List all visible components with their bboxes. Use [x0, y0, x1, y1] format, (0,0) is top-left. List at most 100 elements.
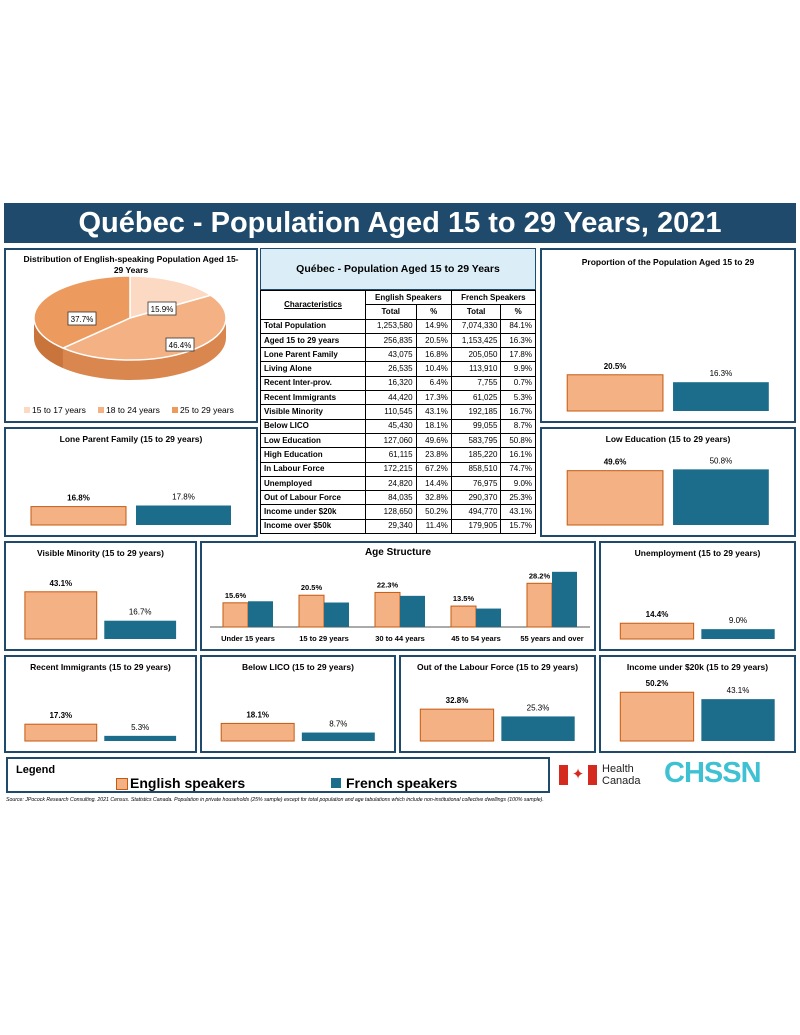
row-label: In Labour Force [260, 461, 366, 477]
visible-minority-title: Visible Minority (15 to 29 years) [37, 548, 164, 558]
bar-french [104, 620, 177, 639]
age-structure-chart: 15.6% Under 15 years 20.5% 15 to 29 years 22… [210, 571, 590, 643]
recent-immigrants-title: Recent Immigrants (15 to 29 years) [30, 662, 171, 672]
cell-fr-total: 205,050 [450, 347, 502, 363]
cell-en-pct: 14.9% [415, 318, 452, 334]
bar-french [673, 382, 769, 411]
bar-english [30, 506, 127, 526]
table-title: Québec - Population Aged 15 to 29 Years [260, 248, 536, 290]
bar-english [220, 722, 295, 742]
x-tick-label: 45 to 54 years [451, 634, 501, 643]
pie-legend-swatch [24, 407, 30, 413]
cell-fr-pct: 16.7% [500, 404, 536, 420]
bar-english [298, 594, 325, 628]
legend-title: Legend [16, 764, 56, 776]
cell-fr-pct: 25.3% [500, 490, 536, 506]
bar-french [476, 608, 501, 627]
cell-en-total: 61,115 [365, 447, 417, 463]
table-row: Recent Immigrants 44,420 17.3% 61,025 5.3% [260, 390, 536, 406]
cell-en-total: 29,340 [365, 518, 417, 535]
pie-label-box [147, 301, 177, 316]
out-of-labour-chart: 32.8% 25.3% [419, 696, 575, 742]
low-education-title: Low Education (15 to 29 years) [605, 434, 731, 444]
data-label-french: 5.3% [131, 723, 149, 732]
cell-en-total: 43,075 [365, 347, 417, 363]
cell-fr-total: 7,755 [450, 375, 502, 392]
cell-en-pct: 49.6% [415, 432, 452, 449]
below-lico-title: Below LICO (15 to 29 years) [242, 662, 354, 672]
pie-data-label: 46.4% [169, 341, 192, 350]
cell-fr-pct: 43.1% [500, 504, 536, 520]
bar-english [619, 622, 695, 640]
lone-parent-chart: 16.8% 17.8% [30, 493, 231, 526]
pie-title: Distribution of English-speaking Populat… [23, 254, 239, 275]
health-canada-line1: Health [602, 763, 634, 775]
row-label: Recent Inter-prov. [260, 375, 366, 392]
legend: Legend English speakers French speakers [6, 757, 550, 793]
data-table-panel: Québec - Population Aged 15 to 29 Years … [260, 248, 538, 538]
cell-fr-pct: 74.7% [500, 461, 536, 477]
table-row: Visible Minority 110,545 43.1% 192,185 16.7% [260, 404, 536, 420]
cell-fr-total: 179,905 [450, 518, 502, 535]
low-education-panel: Low Education (15 to 29 years) 49.6% 50.8… [540, 427, 796, 537]
unemployment-chart: 14.4% 9.0% [619, 610, 775, 640]
cell-en-pct: 6.4% [415, 375, 452, 392]
data-label-english: 18.1% [246, 710, 269, 719]
x-tick-label: Under 15 years [221, 634, 275, 643]
pie-data-label: 37.7% [71, 315, 94, 324]
bar-english [222, 602, 249, 628]
bar-french [501, 716, 575, 741]
cell-en-pct: 23.8% [415, 447, 452, 463]
pie-legend-swatch [172, 407, 178, 413]
pie-data-label: 15.9% [151, 305, 174, 314]
source-note: Source: JPocock Research Consulting. 202… [6, 797, 544, 803]
bar-french [701, 699, 775, 741]
x-tick-label: 15 to 29 years [299, 634, 349, 643]
legend-english-swatch [116, 778, 128, 790]
data-label-french: 16.7% [129, 608, 152, 617]
data-label-french: 17.8% [172, 493, 195, 502]
table-row: Out of Labour Force 84,035 32.8% 290,370 25.… [260, 490, 536, 506]
unemployment-title: Unemployment (15 to 29 years) [634, 548, 761, 558]
pie-side-2 [62, 318, 226, 380]
row-label: Recent Immigrants [260, 390, 366, 406]
data-label-french: 25.3% [527, 703, 550, 712]
age-structure-title: Age Structure [364, 547, 432, 558]
legend-english-label: English speakers [130, 775, 246, 791]
income-title: Income under $20k (15 to 29 years) [626, 662, 769, 672]
cell-fr-pct: 17.8% [500, 347, 536, 363]
header-en-pct: % [415, 304, 452, 320]
cell-en-pct: 11.4% [415, 518, 452, 535]
cell-fr-pct: 16.3% [500, 332, 536, 349]
bar-french [673, 469, 769, 525]
bar-french [400, 595, 425, 627]
cell-fr-total: 290,370 [450, 490, 502, 506]
cell-en-pct: 17.3% [415, 390, 452, 406]
cell-fr-total: 113,910 [450, 361, 502, 377]
data-label-english: 15.6% [225, 591, 247, 600]
data-label-english: 28.2% [529, 571, 551, 580]
cell-fr-pct: 8.7% [500, 418, 536, 434]
data-label-french: 8.7% [329, 720, 347, 729]
cell-en-total: 110,545 [365, 404, 417, 420]
data-label-french: 43.1% [727, 686, 750, 695]
table-row: Unemployed 24,820 14.4% 76,975 9.0% [260, 475, 536, 492]
out-of-labour-panel: Out of the Labour Force (15 to 29 years)… [399, 655, 596, 753]
row-label: Aged 15 to 29 years [260, 332, 366, 349]
cell-en-total: 45,430 [365, 418, 417, 434]
proportion-title: Proportion of the Population Aged 15 to … [581, 257, 755, 267]
bar-french [136, 505, 231, 525]
row-label: Living Alone [260, 361, 366, 377]
row-label: Out of Labour Force [260, 490, 366, 506]
cell-fr-pct: 0.7% [500, 375, 536, 392]
cell-fr-total: 583,795 [450, 432, 502, 449]
x-tick-label: 55 years and over [520, 634, 583, 643]
cell-en-pct: 32.8% [415, 490, 452, 506]
table-row: High Education 61,115 23.8% 185,220 16.1% [260, 447, 536, 463]
cell-en-pct: 14.4% [415, 475, 452, 492]
row-label: Total Population [260, 318, 366, 334]
row-label: Unemployed [260, 475, 366, 492]
header-french: French Speakers [450, 289, 537, 306]
pie-legend-swatch [98, 407, 104, 413]
data-label-english: 17.3% [49, 711, 72, 720]
